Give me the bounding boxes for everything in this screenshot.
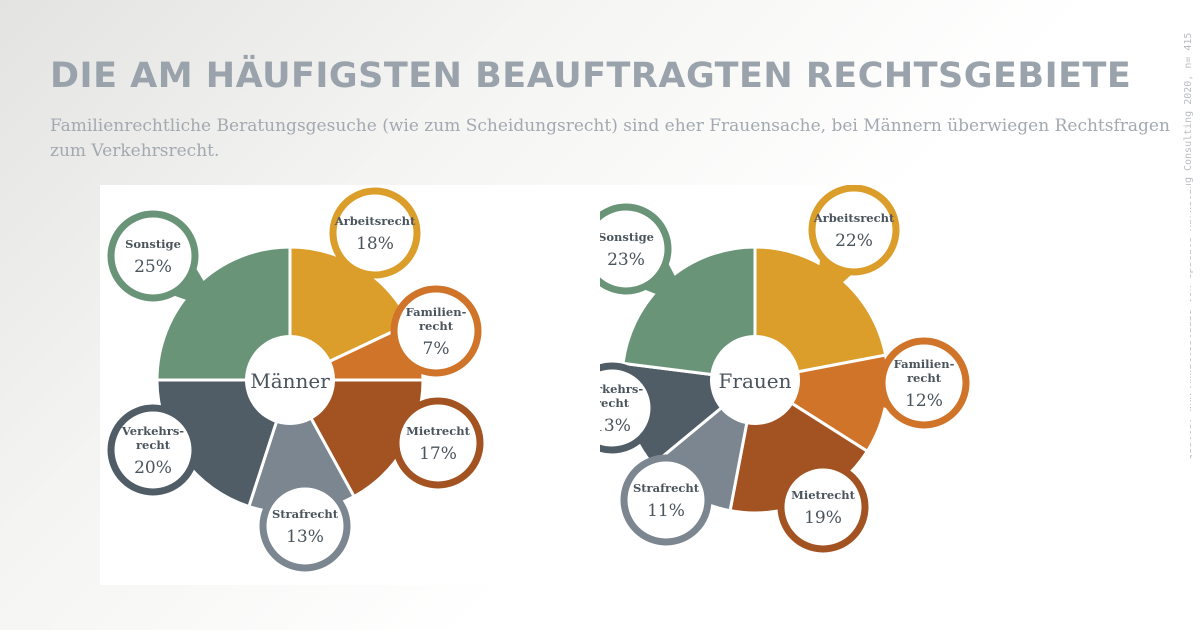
- callout-bubble: [392, 397, 484, 489]
- callout-bubble: [808, 185, 900, 276]
- callout-category-label: Verkehrs-: [600, 382, 643, 396]
- callout-strafrecht: Strafrecht 13%: [259, 475, 351, 572]
- callout-category-label: Strafrecht: [633, 481, 700, 495]
- callout-value-label: 13%: [600, 416, 631, 436]
- callout-category-label: Mietrecht: [791, 488, 855, 502]
- callout-category-label: Sonstige: [125, 237, 181, 251]
- callout-category-label: Strafrecht: [272, 507, 339, 521]
- callout-pointer: [340, 260, 373, 300]
- callout-value-label: 7%: [423, 339, 450, 359]
- pie-center-hole: [245, 335, 335, 425]
- callout-category-label: Verkehrs-: [121, 424, 184, 438]
- callout-bubble: [329, 187, 421, 279]
- callout-bubble: [107, 404, 199, 496]
- callout-category-label: recht: [419, 319, 454, 333]
- callout-category-label: recht: [907, 371, 942, 385]
- callout-value-label: 19%: [804, 508, 842, 528]
- callout-mietrecht: Mietrecht 19%: [777, 461, 869, 553]
- callout-value-label: 23%: [607, 250, 645, 270]
- callout-bubble: [259, 480, 351, 572]
- callout-bubble: [600, 203, 672, 295]
- chart-maenner: Männer Arbeitsrecht 18% Familien-recht 7% Mie…: [100, 185, 690, 585]
- callout-value-label: 11%: [647, 501, 685, 521]
- callout-pointer: [784, 464, 813, 487]
- callout-arbeitsrecht: Arbeitsrecht 22%: [808, 185, 900, 307]
- callout-category-label: Sonstige: [600, 230, 654, 244]
- callout-verkehrsrecht: Verkehrs-recht 20%: [107, 404, 213, 496]
- callout-sonstige: Sonstige 25%: [107, 210, 223, 313]
- callout-bubble: [777, 461, 869, 553]
- callout-category-label: Arbeitsrecht: [813, 211, 895, 225]
- callout-value-label: 20%: [134, 458, 172, 478]
- callout-arbeitsrecht: Arbeitsrecht 18%: [329, 187, 421, 300]
- callout-value-label: 13%: [286, 527, 324, 547]
- callout-bubble: [390, 285, 482, 377]
- callout-category-label: Mietrecht: [406, 424, 470, 438]
- pie-center-hole: [710, 335, 800, 425]
- callout-value-label: 25%: [134, 257, 172, 277]
- page-subtitle: Familienrechtliche Beratungsgesuche (wie…: [50, 116, 1170, 161]
- pie-center-label: Männer: [250, 369, 330, 393]
- callout-bubble: [600, 362, 658, 454]
- callout-pointer: [172, 267, 223, 313]
- pie-chart-maenner: Männer Arbeitsrecht 18% Familien-recht 7% Mie…: [107, 187, 484, 572]
- pie-chart-frauen: Frauen Arbeitsrecht 22% Familien-recht 12% Mi…: [600, 185, 970, 553]
- callout-pointer: [849, 373, 889, 409]
- callout-value-label: 22%: [835, 231, 873, 251]
- callout-sonstige: Sonstige 23%: [600, 203, 692, 309]
- callout-strafrecht: Strafrecht 11%: [620, 454, 712, 546]
- pie-center-label: Frauen: [719, 369, 792, 393]
- callout-bubble: [878, 337, 970, 429]
- callout-category-label: recht: [136, 438, 171, 452]
- callout-value-label: 17%: [419, 444, 457, 464]
- page-title: DIE AM HÄUFIGSTEN BEAUFTRAGTEN RECHTSGEB…: [50, 56, 1132, 96]
- chart-frauen: Frauen Arbeitsrecht 22% Familien-recht 12% Mi…: [600, 185, 1190, 585]
- callout-familienrecht: Familien-recht 12%: [849, 337, 970, 429]
- callout-category-label: Familien-: [406, 305, 467, 319]
- callout-pointer: [643, 262, 692, 309]
- callout-mietrecht: Mietrecht 17%: [372, 397, 484, 489]
- callout-value-label: 12%: [905, 391, 943, 411]
- callout-category-label: Arbeitsrecht: [334, 214, 416, 228]
- callout-bubble: [107, 210, 199, 302]
- callout-value-label: 18%: [356, 234, 394, 254]
- callout-category-label: recht: [600, 396, 630, 410]
- callout-bubble: [620, 454, 712, 546]
- callout-verkehrsrecht: Verkehrs-recht 13%: [600, 362, 664, 454]
- callout-category-label: Familien-: [894, 357, 955, 371]
- callout-familienrecht: Familien-recht 7%: [383, 285, 482, 377]
